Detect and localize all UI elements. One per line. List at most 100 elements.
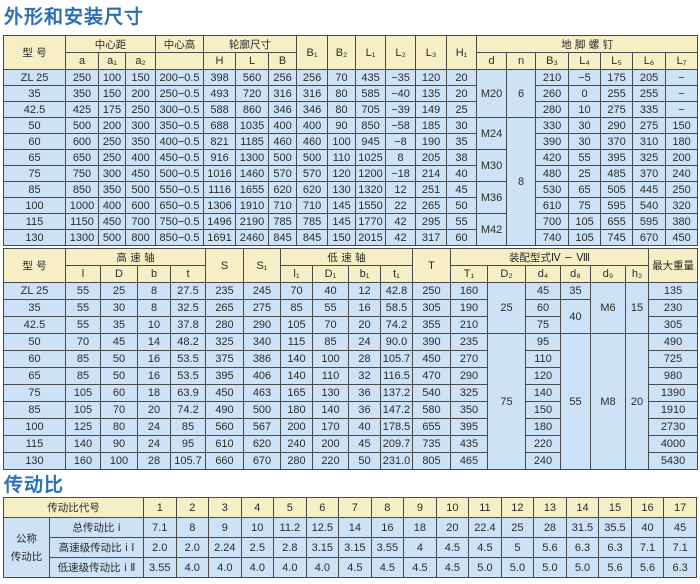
cell-B: 620: [268, 181, 298, 198]
cell-L2: 22: [385, 197, 417, 214]
cell-B: 400: [268, 117, 298, 134]
cell-B3: 330: [535, 117, 570, 134]
cell-b: 24: [137, 418, 171, 436]
cell-S1: 290: [243, 316, 281, 334]
cell-S: 235: [205, 282, 244, 300]
cell-t1: 116.5: [380, 367, 413, 385]
cell-max-weight: 725: [648, 350, 699, 368]
cell-B2: 70: [327, 69, 357, 86]
cell-h1: 105: [280, 316, 313, 334]
cell-B: 256: [268, 69, 298, 86]
cell-t: 105.7: [170, 452, 206, 470]
table-row: 85 850 350 500 550−0.5 1116 1655 620 620 130 1320 1…: [3, 181, 699, 214]
header-ratio-code: 传动比代号: [3, 497, 144, 518]
cell-H: 688: [203, 117, 237, 134]
cell-D1: 85: [312, 333, 349, 351]
cell-H1: 38: [446, 149, 478, 166]
cell-L6: 205: [632, 69, 667, 86]
cell-ratio: 6.3: [565, 537, 600, 558]
table-row: 75 105 60 18 63.9 450 463 165 130 36 137.2 540 325 14…: [3, 384, 699, 402]
cell-B1: 500: [296, 149, 329, 166]
cell-B: 346: [268, 101, 298, 118]
header-center-height: 中心高: [155, 35, 205, 53]
cell-a: 750: [65, 165, 99, 182]
cell-h2: 20: [624, 333, 650, 470]
table-row: 42.5 425 175 250 300−0.5 588 860 346 346 80 705 −39…: [3, 101, 699, 118]
cell-B: 316: [268, 85, 298, 102]
cell-L: 1185: [235, 133, 270, 150]
cell-center-height: 400−0.5: [155, 133, 205, 150]
cell-T: 450: [412, 350, 451, 368]
cell-B1: 845: [296, 229, 329, 246]
cell-H1: 30: [446, 117, 478, 134]
cell-L5: 505: [600, 181, 634, 198]
cell-a: 1000: [65, 197, 99, 214]
cell-t1: 58.5: [380, 299, 413, 317]
cell-d4: 60: [525, 299, 561, 317]
cell-a2: 400: [124, 149, 157, 166]
cell-d8: 55: [560, 333, 591, 470]
cell-L7: 180: [665, 133, 699, 150]
cell-max-weight: 2730: [648, 418, 699, 436]
cell-D1: 55: [312, 299, 349, 317]
cell-B1: 710: [296, 197, 329, 214]
cell-model: 130: [3, 229, 66, 246]
table-row: 65 85 50 16 53.5 395 406 140 110 32 116.5 470 290 120…: [3, 367, 699, 385]
cell-model: 60: [3, 350, 66, 368]
header-B3: B₃: [535, 52, 570, 70]
cell-D: 90: [100, 435, 138, 453]
cell-d4: 110: [525, 350, 561, 368]
cell-S1: 620: [243, 435, 281, 453]
header-code: 9: [403, 497, 437, 518]
cell-L3: 120: [415, 69, 448, 86]
cell-B2: 120: [327, 165, 357, 182]
cell-L3: 295: [415, 213, 448, 230]
cell-B: 460: [268, 133, 298, 150]
header-h1: l₁: [280, 265, 313, 283]
cell-L5: 275: [600, 101, 634, 118]
cell-L1: 585: [355, 85, 387, 102]
cell-L3: 214: [415, 165, 448, 182]
cell-ratio: 45: [663, 517, 697, 538]
cell-t: 95: [170, 435, 206, 453]
cell-a2: 350: [124, 133, 157, 150]
section-title-ratio: 传动比: [4, 474, 65, 496]
cell-B3: 740: [535, 229, 570, 246]
header-code: 13: [533, 497, 567, 518]
cell-center-height: 550−0.5: [155, 181, 205, 198]
cell-ratio: 8: [175, 517, 210, 538]
cell-T1: 290: [450, 367, 488, 385]
cell-L2: −58: [385, 117, 417, 134]
cell-S: 560: [205, 418, 244, 436]
header-high-speed-shaft: 高 速 轴: [65, 248, 206, 266]
header-L4: L₄: [568, 52, 602, 70]
cell-t: 63.9: [170, 384, 206, 402]
cell-ratio: 11.2: [273, 517, 307, 538]
cell-H: 1691: [203, 229, 237, 246]
header-outline: 轮廓尺寸: [203, 35, 298, 53]
ratio-table: 传动比代号 1 2 3 4 5 6 7 8 9 10 11 12 13 14 15 16 17 公称 传动比 总传动比…: [3, 497, 697, 578]
cell-a1: 450: [98, 213, 126, 230]
cell-b1: 20: [348, 316, 381, 334]
cell-S: 375: [205, 350, 244, 368]
header-assembly: 装配型式Ⅳ − Ⅷ: [449, 248, 650, 266]
cell-L4: 55: [568, 149, 602, 166]
cell-H: 916: [203, 149, 237, 166]
table-row: ZL 25 55 25 8 27.5 235 245 70 40 12 42.8 250 160 25 45…: [3, 282, 699, 334]
cell-b1: 28: [348, 350, 381, 368]
nominal-ratio-label: 公称 传动比: [3, 517, 50, 578]
header-a2: a₂: [124, 52, 157, 70]
cell-ratio: 4.0: [175, 557, 210, 578]
cell-b1: 40: [348, 418, 381, 436]
cell-L5: 655: [600, 213, 634, 230]
cell-b: 24: [137, 435, 171, 453]
cell-b1: 32: [348, 367, 381, 385]
cell-b: 28: [137, 452, 171, 470]
cell-h1: 140: [280, 367, 313, 385]
cell-l: 105: [65, 401, 101, 419]
cell-H1: 45: [446, 181, 478, 198]
cell-t1: 105.7: [380, 350, 413, 368]
header-B2: B₂: [327, 35, 357, 70]
cell-L2: −35: [385, 69, 417, 86]
cell-L2: 42: [385, 213, 417, 230]
